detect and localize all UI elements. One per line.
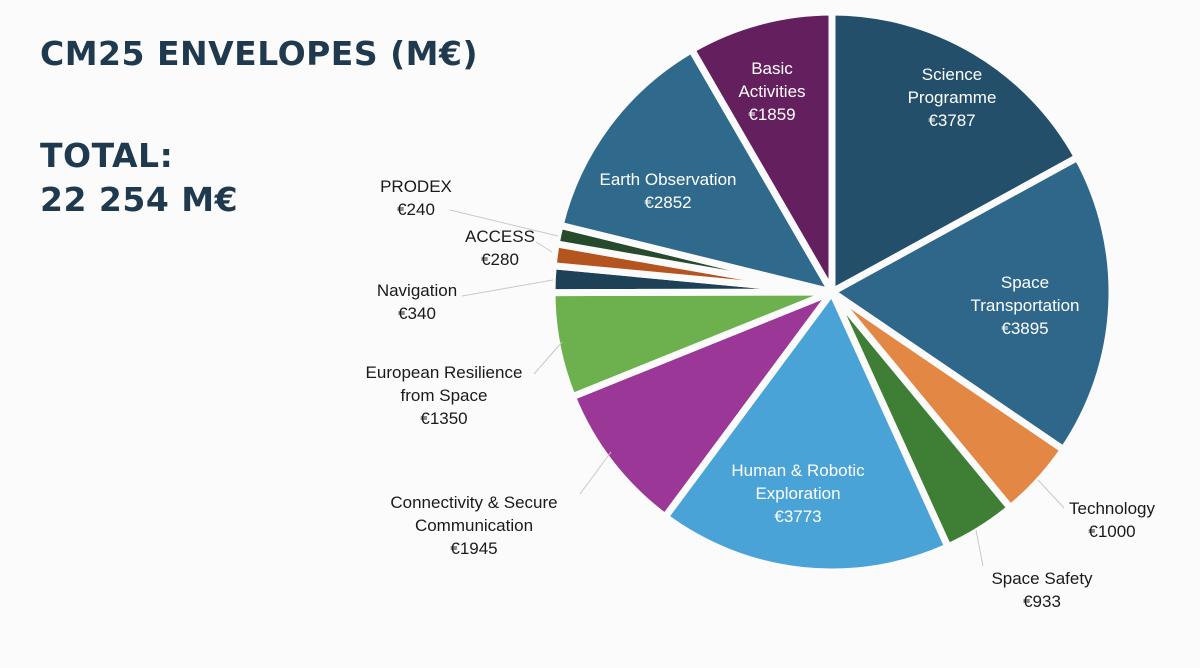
slice-name-science-programme: Science xyxy=(922,65,982,84)
pie-slice-science-programme xyxy=(828,8,1083,298)
slice-name-science-programme: Programme xyxy=(908,88,997,107)
slice-name-connectivity-secure-communication: Communication xyxy=(415,516,533,535)
slice-name-navigation: Navigation xyxy=(377,281,457,300)
slice-label-human-robotic-exploration: Human & Robotic Exploration €3773 xyxy=(731,461,865,526)
pie-slice-earth-observation xyxy=(555,44,840,298)
slice-name-basic-activities: Activities xyxy=(738,82,805,101)
slice-name-basic-activities: Basic xyxy=(751,59,793,78)
slice-name-space-transportation: Space xyxy=(1001,273,1049,292)
page-title: CM25 ENVELOPES (M€) xyxy=(40,34,479,73)
slice-name-prodex: PRODEX xyxy=(380,177,452,196)
pie-slice-human-robotic-exploration xyxy=(660,285,953,576)
total-summary: TOTAL: 22 254 M€ xyxy=(40,134,238,222)
leader-line-european-resilience-from-space xyxy=(533,341,563,375)
slice-label-access: ACCESS €280 xyxy=(465,227,535,269)
slice-value-connectivity-secure-communication: €1945 xyxy=(450,539,497,558)
slice-value-space-transportation: €3895 xyxy=(1001,319,1048,338)
leader-line-navigation xyxy=(461,279,554,297)
slice-value-earth-observation: €2852 xyxy=(644,193,691,212)
slice-name-human-robotic-exploration: Human & Robotic xyxy=(731,461,865,480)
leader-line-technology xyxy=(1037,479,1065,509)
pie-slices xyxy=(548,8,1116,576)
slice-value-navigation: €340 xyxy=(398,304,436,323)
total-value: 22 254 M€ xyxy=(40,180,239,219)
slice-name-space-safety: Space Safety xyxy=(991,569,1093,588)
slice-label-technology: Technology €1000 xyxy=(1069,499,1156,541)
slice-label-prodex: PRODEX €240 xyxy=(380,177,452,219)
slice-label-space-transportation: Space Transportation €3895 xyxy=(971,273,1080,338)
slice-value-technology: €1000 xyxy=(1088,522,1135,541)
leader-lines xyxy=(449,209,1065,567)
total-label: TOTAL: xyxy=(40,136,174,175)
slice-label-science-programme: Science Programme €3787 xyxy=(908,65,997,130)
slice-label-navigation: Navigation €340 xyxy=(377,281,457,323)
leader-line-connectivity-secure-communication xyxy=(579,451,612,495)
slice-name-technology: Technology xyxy=(1069,499,1156,518)
slice-name-connectivity-secure-communication: Connectivity & Secure xyxy=(390,493,557,512)
slice-name-human-robotic-exploration: Exploration xyxy=(755,484,840,503)
slice-label-earth-observation: Earth Observation €2852 xyxy=(599,170,736,212)
pie-slice-space-transportation xyxy=(825,152,1116,455)
leader-line-prodex xyxy=(449,209,559,237)
slice-name-space-transportation: Transportation xyxy=(971,296,1080,315)
slice-name-access: ACCESS xyxy=(465,227,535,246)
leader-line-space-safety xyxy=(975,529,984,567)
slice-label-connectivity-secure-communication: Connectivity & Secure Communication €1945 xyxy=(390,493,557,558)
slice-value-european-resilience-from-space: €1350 xyxy=(420,409,467,428)
slice-label-space-safety: Space Safety €933 xyxy=(991,569,1093,611)
slice-label-basic-activities: Basic Activities €1859 xyxy=(738,59,805,124)
slice-labels: Science Programme €3787 Space Transportation… xyxy=(366,59,1156,611)
slice-value-human-robotic-exploration: €3773 xyxy=(774,507,821,526)
leader-line-access xyxy=(535,241,553,253)
slice-value-basic-activities: €1859 xyxy=(748,105,795,124)
slice-value-science-programme: €3787 xyxy=(928,111,975,130)
slice-value-access: €280 xyxy=(481,250,519,269)
pie-slice-basic-activities xyxy=(686,8,836,306)
slice-label-european-resilience-from-space: European Resilience from Space €1350 xyxy=(366,363,523,428)
slice-name-european-resilience-from-space: from Space xyxy=(401,386,488,405)
slice-name-european-resilience-from-space: European Resilience xyxy=(366,363,523,382)
slice-value-prodex: €240 xyxy=(397,200,435,219)
slice-name-earth-observation: Earth Observation xyxy=(599,170,736,189)
slice-value-space-safety: €933 xyxy=(1023,592,1061,611)
pie-slice-connectivity-secure-communication xyxy=(567,284,843,522)
